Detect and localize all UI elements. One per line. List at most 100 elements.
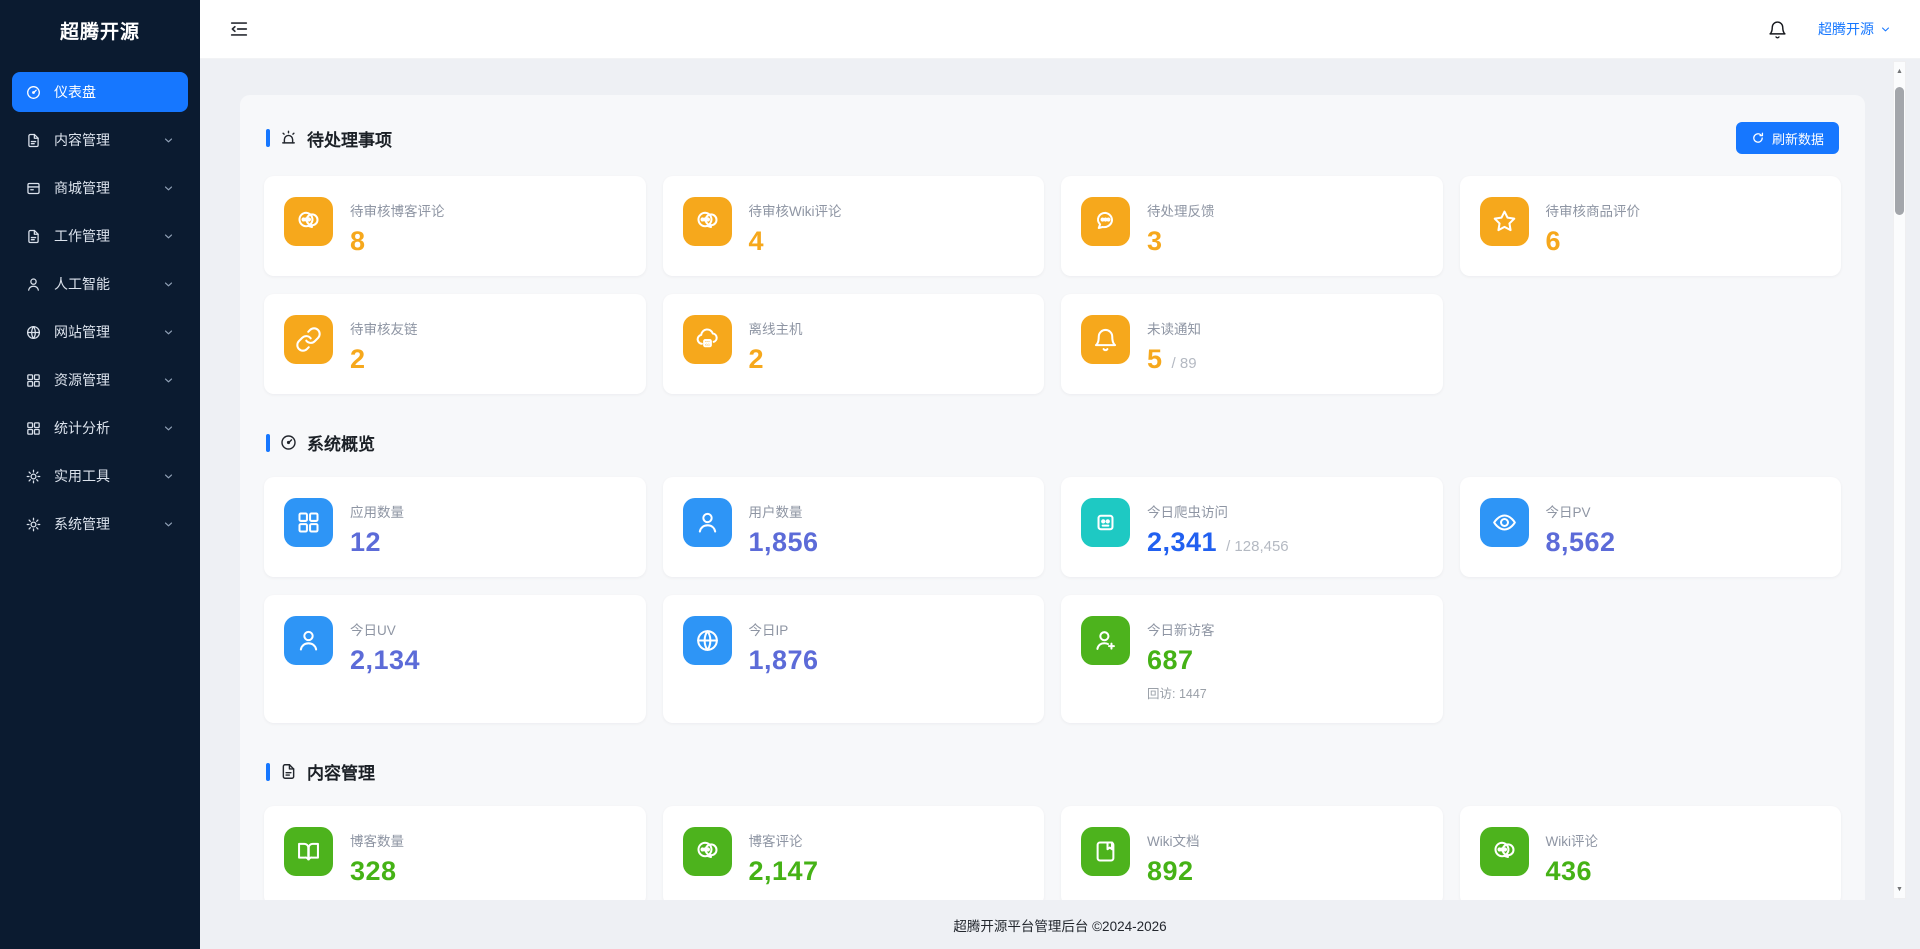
stat-card: 博客数量 328 <box>264 806 646 900</box>
section-accent-bar <box>266 433 270 452</box>
stat-value: 892 <box>1147 856 1194 886</box>
stat-label: 未读通知 <box>1147 322 1201 337</box>
sidebar-item-商城管理[interactable]: 商城管理 <box>12 168 188 208</box>
section-accent-bar <box>266 762 270 781</box>
stat-value: 4 <box>748 226 765 256</box>
stat-value: 2,147 <box>748 856 819 886</box>
stat-value: 12 <box>350 527 382 557</box>
section: 系统概览 应用数量 12 用户数量 1,856 <box>264 430 1841 723</box>
book-icon <box>284 827 333 876</box>
gauge-icon <box>279 433 298 452</box>
stat-card: 应用数量 12 <box>264 477 646 577</box>
section-accent-bar <box>266 129 270 147</box>
stat-label: 待处理反馈 <box>1147 204 1215 219</box>
card-grid: 博客数量 328 博客评论 2,147 Wiki文档 892 <box>264 806 1841 900</box>
stat-card: 未读通知 5 / 89 <box>1061 294 1443 394</box>
stat-value: 8 <box>350 226 366 256</box>
file-icon <box>279 762 298 781</box>
stat-value: 1,876 <box>748 645 819 675</box>
chevron-down-icon <box>1879 23 1892 36</box>
stat-label: Wiki文档 <box>1147 834 1200 849</box>
grid-icon <box>25 372 42 389</box>
section: 待处理事项 刷新数据 待审核博客评论 8 待审核Wiki评论 4 <box>264 122 1841 394</box>
wiki-icon <box>1081 827 1130 876</box>
stat-card: 待审核商品评价 6 <box>1459 176 1841 276</box>
sidebar-item-仪表盘[interactable]: 仪表盘 <box>12 72 188 112</box>
stat-value: 2 <box>748 344 765 374</box>
stat-label: 博客评论 <box>748 834 803 849</box>
stat-value: 1,856 <box>748 527 819 557</box>
refresh-data-button[interactable]: 刷新数据 <box>1735 122 1839 154</box>
sidebar: 超腾开源 仪表盘 内容管理 商城管理 工作管理 人工智能 网站管理 资源管理 统… <box>0 0 200 949</box>
scrollbar[interactable]: ▲ ▼ <box>1893 61 1906 899</box>
sidebar-item-资源管理[interactable]: 资源管理 <box>12 360 188 400</box>
user-icon <box>284 616 333 665</box>
user-icon <box>25 276 42 293</box>
stat-value: 2,341 <box>1147 527 1218 557</box>
sidebar-item-统计分析[interactable]: 统计分析 <box>12 408 188 448</box>
section-header: 待处理事项 刷新数据 <box>266 122 1839 154</box>
file-icon <box>25 228 42 245</box>
stat-secondary-value: / 89 <box>1171 355 1197 372</box>
stat-card: 今日PV 8,562 <box>1459 477 1841 577</box>
sidebar-item-工作管理[interactable]: 工作管理 <box>12 216 188 256</box>
topbar: 超腾开源 <box>200 0 1920 59</box>
user-name: 超腾开源 <box>1818 21 1874 37</box>
chevron-down-icon <box>162 470 175 483</box>
sidebar-item-内容管理[interactable]: 内容管理 <box>12 120 188 160</box>
user-plus-icon <box>1081 616 1130 665</box>
stat-label: 待审核Wiki评论 <box>748 204 842 219</box>
stat-label: 待审核商品评价 <box>1545 204 1641 219</box>
alarm-icon <box>279 129 298 148</box>
card-grid: 待审核博客评论 8 待审核Wiki评论 4 待处理反馈 3 <box>264 176 1841 394</box>
gear-icon <box>25 516 42 533</box>
stat-label: 待审核博客评论 <box>350 204 445 219</box>
sidebar-item-人工智能[interactable]: 人工智能 <box>12 264 188 304</box>
stat-card: 离线主机 2 <box>662 294 1044 394</box>
bell-icon <box>1081 315 1130 364</box>
gauge-icon <box>25 84 42 101</box>
stat-secondary-value: / 128,456 <box>1226 538 1289 555</box>
stat-card: 今日新访客 687 回访: 1447 <box>1061 595 1443 723</box>
stat-value: 687 <box>1147 645 1194 675</box>
bell-icon[interactable] <box>1767 19 1788 40</box>
stat-card: 今日UV 2,134 <box>264 595 646 723</box>
scrollbar-thumb[interactable] <box>1895 87 1904 215</box>
stat-label: 应用数量 <box>350 505 404 520</box>
sidebar-item-label: 内容管理 <box>54 132 110 148</box>
stat-card: 待审核Wiki评论 4 <box>662 176 1044 276</box>
sidebar-item-网站管理[interactable]: 网站管理 <box>12 312 188 352</box>
stat-value: 6 <box>1545 226 1562 256</box>
section-header: 系统概览 <box>266 430 1839 455</box>
sidebar-item-系统管理[interactable]: 系统管理 <box>12 504 188 544</box>
sidebar-item-label: 人工智能 <box>54 276 110 292</box>
user-dropdown[interactable]: 超腾开源 <box>1818 19 1892 39</box>
sidebar-item-实用工具[interactable]: 实用工具 <box>12 456 188 496</box>
sidebar-menu: 仪表盘 内容管理 商城管理 工作管理 人工智能 网站管理 资源管理 统计分析 实… <box>0 60 200 544</box>
stat-card: Wiki文档 892 <box>1061 806 1443 900</box>
chevron-down-icon <box>162 374 175 387</box>
sidebar-item-label: 工作管理 <box>54 228 110 244</box>
sections: 待处理事项 刷新数据 待审核博客评论 8 待审核Wiki评论 4 <box>264 122 1841 900</box>
menu-fold-icon[interactable] <box>228 18 250 40</box>
section-title: 待处理事项 <box>307 130 392 150</box>
user-icon <box>682 498 732 547</box>
robot-icon <box>1081 498 1130 547</box>
sidebar-item-label: 商城管理 <box>54 180 110 196</box>
dashboard-panel: 待处理事项 刷新数据 待审核博客评论 8 待审核Wiki评论 4 <box>240 95 1865 900</box>
comment-dots-icon <box>1081 197 1130 246</box>
stat-value: 2 <box>350 344 366 374</box>
host-icon <box>682 315 732 364</box>
stat-card: 今日爬虫访问 2,341 / 128,456 <box>1061 477 1443 577</box>
sidebar-item-label: 统计分析 <box>54 420 110 436</box>
stat-card: 待审核友链 2 <box>264 294 646 394</box>
star-icon <box>1479 197 1529 246</box>
section-title: 内容管理 <box>307 764 375 783</box>
scroll-down-arrow[interactable]: ▼ <box>1896 885 1903 893</box>
comments-icon <box>284 197 333 246</box>
comments-icon <box>682 197 732 246</box>
scroll-up-arrow[interactable]: ▲ <box>1896 67 1903 75</box>
sidebar-item-label: 资源管理 <box>54 372 110 388</box>
eye-icon <box>1479 498 1529 547</box>
stat-card: 博客评论 2,147 <box>662 806 1044 900</box>
